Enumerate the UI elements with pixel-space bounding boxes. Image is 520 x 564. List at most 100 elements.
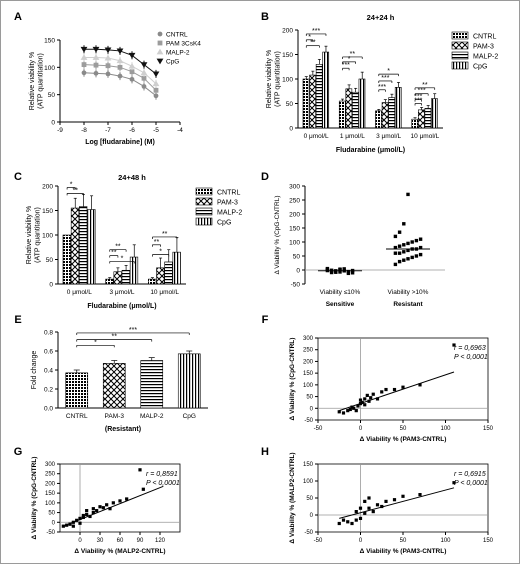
data-point (418, 252, 423, 257)
significance-label: ** (310, 40, 316, 47)
y-tick-label: 100 (44, 65, 55, 72)
data-point (363, 499, 367, 503)
data-point (358, 398, 363, 402)
data-point (128, 62, 136, 69)
data-point (118, 499, 122, 503)
panel-g: G 0 30 60 90 120 -50 0 50 100 150 200 250 300 r = 0,85… (14, 446, 181, 555)
bar (70, 207, 80, 285)
panel-letter: B (261, 11, 269, 23)
bar (140, 360, 164, 409)
panel-letter: F (262, 314, 269, 326)
bar (411, 118, 419, 129)
legend-swatch (451, 51, 469, 60)
data-point (348, 407, 352, 412)
significance-label: *** (378, 84, 386, 91)
data-point (358, 516, 363, 520)
data-point (341, 411, 346, 415)
y-tick-label: -50 (304, 530, 313, 536)
data-point (105, 503, 109, 507)
bar (129, 256, 139, 285)
legend-entry: MALP-2 (217, 210, 242, 217)
x-tick-label: 1 μmol/L (340, 133, 365, 140)
y-tick-label: 300 (45, 462, 56, 468)
x-tick-label: -4 (177, 127, 183, 134)
bar (315, 64, 323, 129)
bar (394, 87, 402, 129)
data-point (116, 48, 124, 55)
data-point (141, 487, 145, 491)
data-point (380, 504, 384, 509)
p-value: P < 0,0001 (454, 480, 488, 487)
y-tick-label: 0.0 (44, 406, 53, 413)
data-point (71, 524, 75, 528)
legend-entry: MALP-2 (473, 54, 498, 61)
x-tick-label: 10 μmol/L (411, 133, 440, 140)
data-point (329, 268, 334, 272)
data-point (406, 257, 410, 261)
data-point (358, 506, 363, 510)
bar (381, 102, 389, 129)
legend-swatch (451, 31, 469, 40)
data-point (354, 518, 358, 522)
data-point (85, 509, 89, 513)
bar (345, 88, 353, 129)
y-tick-label: -50 (304, 418, 313, 424)
data-point (354, 510, 358, 514)
y-axis-label: (ATP quantitation) (275, 51, 282, 107)
data-point (105, 71, 111, 77)
x-tick-label: MALP-2 (140, 413, 164, 420)
data-point (392, 498, 397, 502)
x-axis-label: Fludarabine (μmol/L) (87, 303, 156, 310)
x-tick-label: 150 (483, 538, 494, 544)
correlation-r: r = 0,6963 (454, 345, 486, 352)
data-point (325, 266, 330, 271)
bar (79, 206, 88, 285)
x-tick-label: 10 μmol/L (150, 289, 179, 296)
x-tick-label: 3 μmol/L (109, 289, 134, 296)
y-tick-label: 150 (282, 52, 293, 59)
data-point (337, 410, 341, 414)
significance-label: * (387, 68, 390, 75)
legend-entry: CpG (473, 64, 487, 71)
chart-title: 24+24 h (367, 13, 395, 22)
significance-label: *** (129, 327, 137, 334)
data-point (65, 523, 69, 527)
bar (358, 78, 366, 129)
y-tick-label: 150 (45, 491, 56, 497)
data-point (402, 258, 406, 262)
data-point (367, 496, 371, 500)
y-tick-label: 150 (289, 226, 300, 233)
regression-line (339, 487, 455, 519)
panel-h: H -50 0 50 100 150 -50 0 50 100 150 r = 0,6915 P < 0… (261, 446, 494, 555)
x-tick-label: 0 μmol/L (67, 289, 92, 296)
legend-entry: CpG (217, 220, 231, 227)
legend-swatch (195, 207, 213, 216)
x-tick-label: 3 μmol/L (376, 133, 401, 140)
x-tick-label: PAM-3 (105, 413, 125, 420)
y-tick-label: 200 (282, 28, 293, 35)
y-tick-label: 250 (45, 472, 56, 478)
panel-d: D -50 0 50 100 150 200 250 300 Δ Viability % (CpG… (261, 171, 445, 308)
y-axis-label: Δ Viability % (CpG-CNTRL) (289, 338, 296, 421)
data-point (363, 397, 367, 401)
y-tick-label: 150 (44, 38, 55, 45)
data-point (116, 57, 124, 64)
significance-label: ** (111, 250, 117, 257)
data-point (363, 511, 367, 515)
data-point (414, 238, 419, 243)
legend-entry: CNTRL (166, 32, 188, 39)
bar (388, 97, 395, 129)
data-point (410, 255, 414, 260)
panel-e: E 0.0 0.2 0.4 0.6 0.8 Fold change CNTRL PAM-3 MAL… (14, 314, 208, 433)
x-tick-label: 0 (359, 538, 363, 544)
legend-marker (157, 31, 163, 37)
bar (121, 269, 130, 285)
bar (65, 372, 89, 409)
x-tick-label: -50 (314, 538, 323, 544)
bar (105, 278, 114, 285)
panel-letter: E (14, 314, 21, 326)
y-tick-label: 0 (52, 520, 56, 526)
data-point (375, 503, 380, 507)
legend-swatch (451, 61, 469, 70)
data-point (104, 47, 112, 54)
